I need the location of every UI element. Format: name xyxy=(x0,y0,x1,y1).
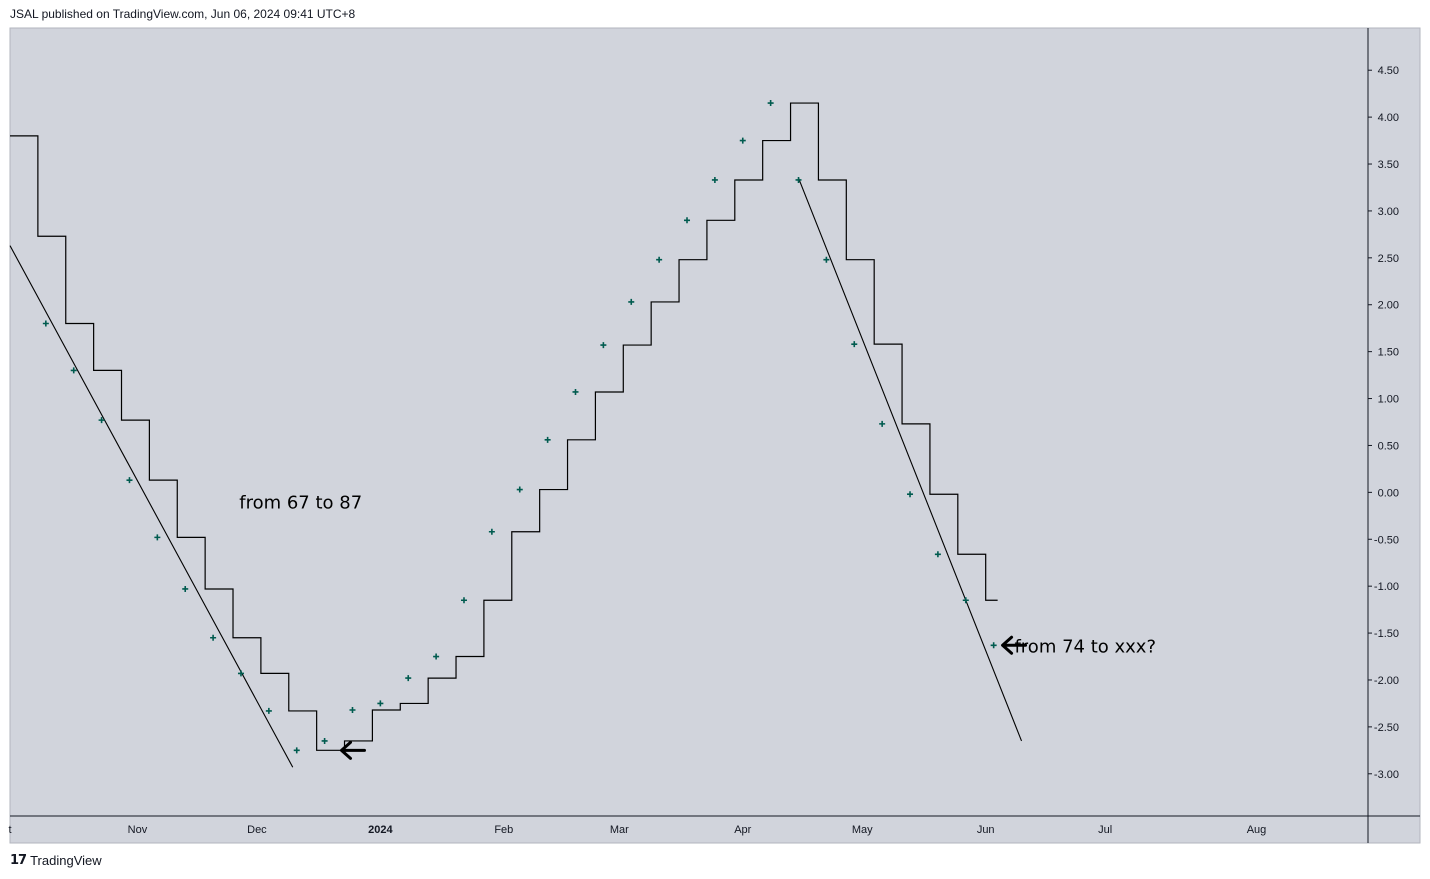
cross-point xyxy=(460,597,467,604)
cross-point xyxy=(739,137,746,144)
x-axis-ticks: t Nov Dec 2024 Feb Mar Apr May Jun Jul Aug xyxy=(8,824,1266,836)
time-scale-background xyxy=(10,816,1420,843)
cross-point xyxy=(182,585,189,592)
trendlines xyxy=(9,177,1023,768)
cross-point xyxy=(265,707,272,714)
cross-point xyxy=(433,653,440,660)
y-tick-label: 2.50 xyxy=(1378,253,1399,265)
price-scale-background xyxy=(1368,28,1420,816)
chart-frame xyxy=(9,27,1421,844)
cross-point xyxy=(656,256,663,263)
cross-point xyxy=(879,420,886,427)
cross-point xyxy=(795,176,802,183)
y-tick-label: 1.50 xyxy=(1378,347,1399,359)
cross-point xyxy=(572,388,579,395)
cross-point xyxy=(293,747,300,754)
y-tick-label: 4.00 xyxy=(1378,112,1399,124)
annotation-text-1: from 74 to xxx? xyxy=(1014,636,1156,657)
cross-point xyxy=(70,367,77,374)
x-tick-label: t xyxy=(8,824,11,836)
cross-point xyxy=(628,298,635,305)
annotations: from 67 to 87 from 74 to xxx? xyxy=(239,493,1156,760)
cross-point xyxy=(210,634,217,641)
cross-point xyxy=(154,534,161,541)
y-tick-label: 0.50 xyxy=(1378,440,1399,452)
cross-point xyxy=(962,597,969,604)
y-tick-label: 1.00 xyxy=(1378,394,1399,406)
y-tick-label: 0.00 xyxy=(1378,487,1399,499)
tradingview-logo-icon: 17 xyxy=(10,853,27,868)
plot-background xyxy=(10,28,1368,816)
y-tick-label: 2.00 xyxy=(1378,300,1399,312)
cross-point xyxy=(823,256,830,263)
x-tick-label: May xyxy=(852,824,873,836)
x-tick-label: Mar xyxy=(610,824,629,836)
x-tick-label: 2024 xyxy=(368,824,393,836)
cross-point xyxy=(349,706,356,713)
cross-point xyxy=(42,320,49,327)
cross-point xyxy=(684,217,691,224)
x-tick-label: Jul xyxy=(1098,824,1112,836)
arrow-left-icon xyxy=(339,740,366,760)
cross-point xyxy=(405,675,412,682)
cross-point xyxy=(600,342,607,349)
x-tick-label: Dec xyxy=(247,824,267,836)
cross-point xyxy=(851,341,858,348)
trendline-0 xyxy=(9,245,294,768)
step-series xyxy=(10,102,998,751)
y-tick-label: 3.50 xyxy=(1378,159,1399,171)
cross-point xyxy=(767,100,774,107)
y-tick-label: -2.00 xyxy=(1374,675,1399,687)
cross-point xyxy=(237,670,244,677)
footer-brand: TradingView xyxy=(30,853,102,868)
cross-point xyxy=(321,737,328,744)
y-tick-label: -0.50 xyxy=(1374,534,1399,546)
cross-series xyxy=(42,100,997,754)
x-tick-label: Apr xyxy=(734,824,751,836)
y-axis-ticks: 4.50 4.00 3.50 3.00 2.50 2.00 1.50 1.00 0.50 0.00… xyxy=(1368,65,1399,781)
y-tick-label: -1.00 xyxy=(1374,581,1399,593)
cross-point xyxy=(377,700,384,707)
step-line xyxy=(10,102,998,751)
y-tick-label: 4.50 xyxy=(1378,65,1399,77)
x-tick-label: Aug xyxy=(1247,824,1267,836)
cross-point xyxy=(544,436,551,443)
y-tick-label: 3.00 xyxy=(1378,206,1399,218)
publish-header: JSAL published on TradingView.com, Jun 0… xyxy=(10,7,356,21)
cross-point xyxy=(516,486,523,493)
x-tick-label: Jun xyxy=(977,824,995,836)
cross-point xyxy=(98,417,105,424)
annotation-text-0: from 67 to 87 xyxy=(239,493,362,514)
cross-point xyxy=(126,477,133,484)
cross-point xyxy=(990,642,997,649)
y-tick-label: -1.50 xyxy=(1374,628,1399,640)
x-tick-label: Feb xyxy=(494,824,513,836)
cross-point xyxy=(711,176,718,183)
x-tick-label: Nov xyxy=(128,824,148,836)
y-tick-label: -3.00 xyxy=(1374,769,1399,781)
cross-point xyxy=(934,551,941,558)
y-tick-label: -2.50 xyxy=(1374,722,1399,734)
cross-point xyxy=(488,528,495,535)
arrow-left-icon xyxy=(1001,635,1028,655)
footer: 17 TradingView xyxy=(10,853,102,868)
cross-point xyxy=(907,491,914,498)
trendline-1 xyxy=(798,177,1023,742)
